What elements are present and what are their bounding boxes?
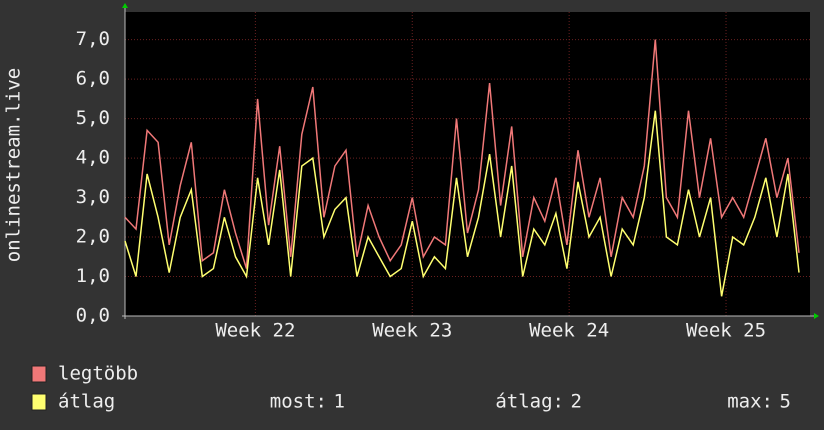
y-axis-label: onlinestream.live: [3, 68, 25, 262]
x-tick-label: Week 25: [686, 320, 766, 342]
stat-value: 5: [780, 391, 791, 413]
y-tick-label: 0,0: [76, 305, 110, 327]
x-tick-label: Week 24: [529, 320, 609, 342]
legend-swatch: [31, 365, 47, 383]
x-tick-label: Week 23: [372, 320, 452, 342]
legend-label: legtöbb: [58, 363, 138, 385]
y-tick-label: 7,0: [76, 28, 110, 50]
stat-value: 1: [334, 391, 345, 413]
legend-label: átlag: [58, 391, 115, 413]
stat-label: max:: [727, 391, 773, 413]
y-tick-label: 6,0: [76, 68, 110, 90]
x-tick-label: Week 22: [215, 320, 295, 342]
axis-arrow: [814, 313, 819, 319]
y-tick-label: 3,0: [76, 186, 110, 208]
series-line: [124, 39, 800, 269]
y-tick-label: 2,0: [76, 226, 110, 248]
plot-area: [125, 12, 810, 316]
stat-label: átlag:: [495, 391, 564, 413]
series-line: [124, 110, 800, 297]
stat-label: most:: [270, 391, 327, 413]
axis-arrow: [122, 3, 128, 8]
stat-value: 2: [571, 391, 582, 413]
legend-swatch: [31, 393, 47, 411]
y-tick-label: 4,0: [76, 147, 110, 169]
y-tick-label: 1,0: [76, 265, 110, 287]
y-tick-label: 5,0: [76, 107, 110, 129]
